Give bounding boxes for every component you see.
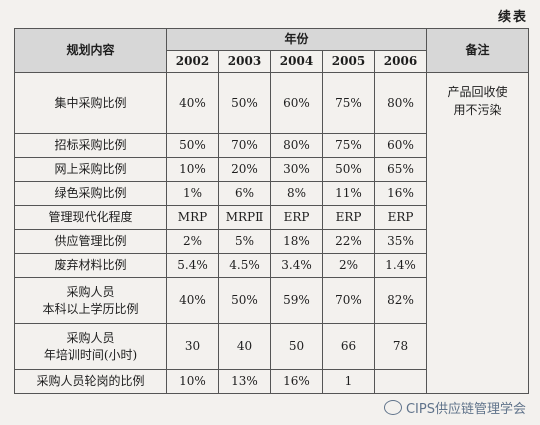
cell: 80% (270, 133, 323, 158)
row-label: 废弃材料比例 (14, 253, 167, 278)
cell: 35% (373, 229, 428, 254)
cell: 8% (270, 181, 323, 206)
row-label: 供应管理比例 (14, 229, 167, 254)
cell: 13% (218, 369, 271, 394)
header-note: 备注 (426, 28, 530, 73)
cell: 6% (218, 181, 271, 206)
procurement-plan-table: 规划内容 年份 备注 2002 2003 2004 2005 2006 集中采购… (14, 28, 530, 394)
cell: 65% (373, 157, 428, 182)
cell: ERP (270, 205, 323, 230)
cell: 16% (270, 369, 323, 394)
header-years-label: 年份 (165, 28, 428, 51)
cell (373, 369, 428, 394)
cell: 16% (373, 181, 428, 206)
cell: 82% (373, 277, 428, 324)
row-label: 采购人员 本科以上学历比例 (14, 277, 167, 324)
year-2002: 2002 (166, 50, 219, 73)
cell: 50% (166, 133, 219, 158)
cell: 1% (166, 181, 219, 206)
chat-bubble-icon (383, 400, 402, 415)
table-row: 采购人员 年培训时间(小时) 30 40 50 66 78 (14, 323, 529, 370)
table-row: 废弃材料比例 5.4% 4.5% 3.4% 2% 1.4% (14, 253, 529, 278)
cell: 2% (166, 229, 219, 254)
cell: 18% (270, 229, 323, 254)
cell: 22% (322, 229, 375, 254)
cell: 40% (166, 277, 219, 324)
row-label: 招标采购比例 (14, 133, 167, 158)
cell: 66 (322, 323, 375, 370)
cell: 5% (218, 229, 271, 254)
year-2005: 2005 (322, 50, 375, 73)
row-label-line2: 本科以上学历比例 (42, 301, 139, 316)
header-row: 规划内容 年份 备注 (14, 28, 530, 73)
cell: MRP (166, 205, 219, 230)
row-label: 采购人员轮岗的比例 (14, 369, 167, 394)
row-label-line1: 采购人员 (66, 331, 115, 346)
year-2006: 2006 (373, 50, 428, 73)
table-row: 管理现代化程度 MRP MRPⅡ ERP ERP ERP (14, 205, 529, 230)
row-label-line1: 采购人员 (66, 285, 115, 300)
cell: MRPⅡ (218, 205, 271, 230)
table-row: 招标采购比例 50% 70% 80% 75% 60% (14, 133, 529, 158)
cell: 60% (373, 133, 428, 158)
cell: 70% (218, 133, 271, 158)
cell: 50 (270, 323, 323, 370)
cell: 10% (166, 369, 219, 394)
table-row: 绿色采购比例 1% 6% 8% 11% 16% (14, 181, 529, 206)
cell: 50% (218, 277, 271, 324)
cell: 50% (322, 157, 375, 182)
cell: ERP (373, 205, 428, 230)
cell: 4.5% (218, 253, 271, 278)
header-years-row: 2002 2003 2004 2005 2006 (15, 50, 529, 73)
table-row: 供应管理比例 2% 5% 18% 22% 35% (14, 229, 529, 254)
cell: 40% (166, 72, 219, 134)
cell: 11% (322, 181, 375, 206)
watermark-text: CIPS供应链管理学会 (405, 402, 526, 417)
row-label: 管理现代化程度 (14, 205, 167, 230)
cell: 40 (218, 323, 271, 370)
continued-label: 续表 (497, 10, 528, 25)
note-text: 产品回收使用不污染 (447, 85, 508, 117)
row-label: 网上采购比例 (14, 157, 167, 182)
cell: 59% (270, 277, 323, 324)
year-2003: 2003 (218, 50, 271, 73)
cell: 75% (322, 72, 375, 134)
row-label: 集中采购比例 (14, 72, 167, 134)
row-label: 绿色采购比例 (14, 181, 167, 206)
cell: 50% (218, 72, 271, 134)
cell: 20% (218, 157, 271, 182)
year-2004: 2004 (270, 50, 323, 73)
row-label: 采购人员 年培训时间(小时) (14, 323, 167, 370)
cell: 2% (322, 253, 375, 278)
row-label-line2: 年培训时间(小时) (43, 347, 138, 362)
cell: 30 (166, 323, 219, 370)
table-row: 采购人员轮岗的比例 10% 13% 16% 1 (14, 369, 529, 394)
cell: 3.4% (270, 253, 323, 278)
cell: 30% (270, 157, 323, 182)
cell: 1.4% (373, 253, 428, 278)
table-row: 集中采购比例 40% 50% 60% 75% 80% 产品回收使用不污染 (14, 72, 530, 394)
cell: 80% (373, 72, 428, 134)
cell: 1 (322, 369, 375, 394)
cell: 70% (322, 277, 375, 324)
cell: 60% (270, 72, 323, 134)
cell: 10% (166, 157, 219, 182)
cell: 78 (373, 323, 428, 370)
cell: 5.4% (166, 253, 219, 278)
note-cell: 产品回收使用不污染 (426, 72, 530, 394)
header-item: 规划内容 (14, 28, 167, 73)
cell: ERP (322, 205, 375, 230)
cell: 75% (322, 133, 375, 158)
watermark: CIPS供应链管理学会 (383, 398, 526, 417)
